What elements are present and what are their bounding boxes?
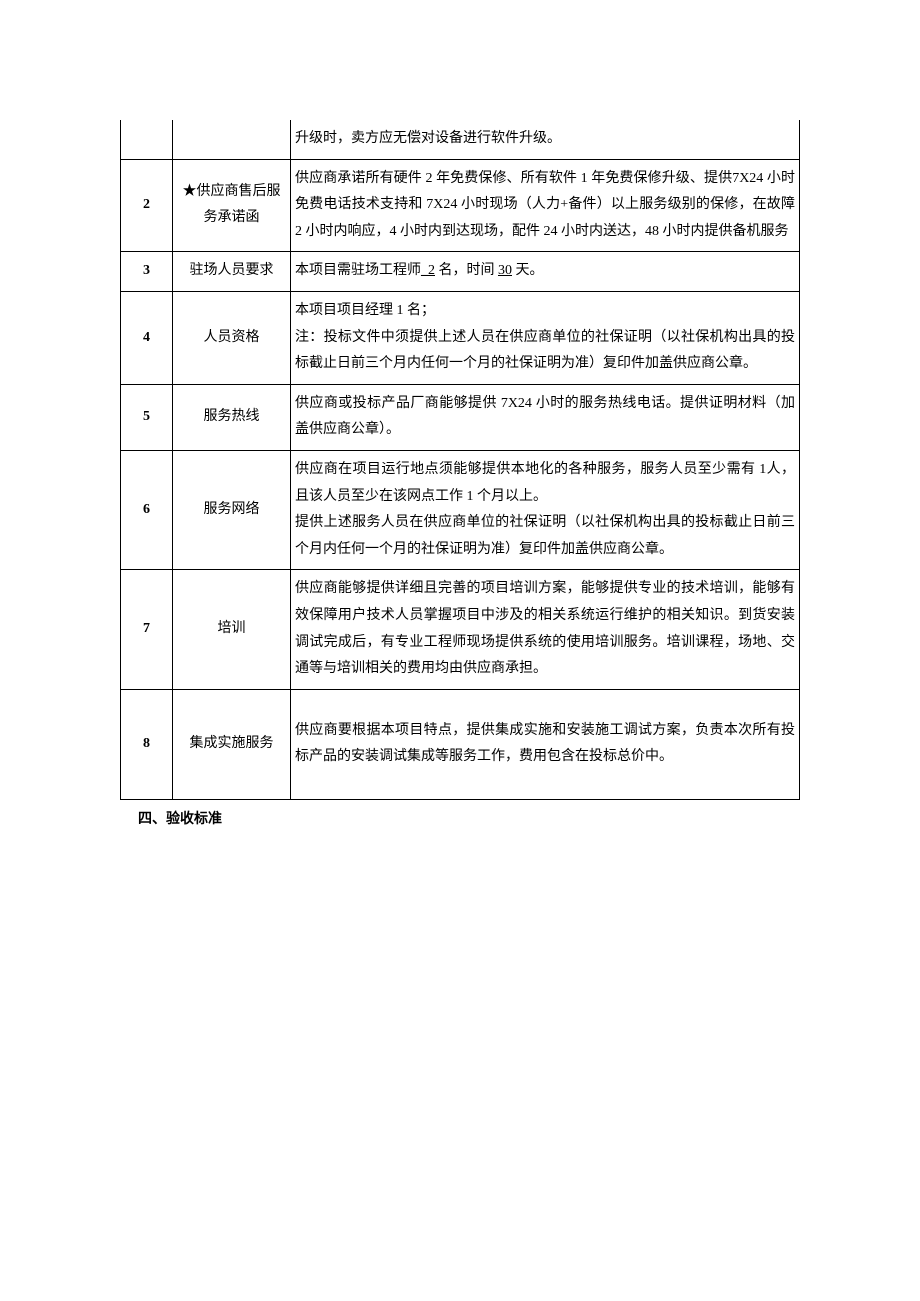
row-label: 服务网络	[173, 450, 291, 569]
table-row: 5 服务热线 供应商或投标产品厂商能够提供 7X24 小时的服务热线电话。提供证…	[121, 384, 800, 450]
row-number: 5	[121, 384, 173, 450]
underlined-value: 30	[498, 263, 512, 278]
row-label: 集成实施服务	[173, 689, 291, 799]
table-row: 8 集成实施服务 供应商要根据本项目特点，提供集成实施和安装施工调试方案，负责本…	[121, 689, 800, 799]
row-description: 本项目需驻场工程师_2 名，时间 30 天。	[291, 252, 800, 292]
row-number: 4	[121, 291, 173, 384]
table-row: 升级时，卖方应无偿对设备进行软件升级。	[121, 120, 800, 159]
desc-text: 天。	[512, 263, 544, 278]
row-number: 3	[121, 252, 173, 292]
row-number: 7	[121, 570, 173, 689]
row-description: 供应商要根据本项目特点，提供集成实施和安装施工调试方案，负责本次所有投标产品的安…	[291, 689, 800, 799]
row-description: 供应商能够提供详细且完善的项目培训方案，能够提供专业的技术培训，能够有效保障用户…	[291, 570, 800, 689]
row-label: ★供应商售后服务承诺函	[173, 159, 291, 252]
row-label: 驻场人员要求	[173, 252, 291, 292]
underlined-value: _2	[421, 263, 435, 278]
row-description: 供应商或投标产品厂商能够提供 7X24 小时的服务热线电话。提供证明材料（加盖供…	[291, 384, 800, 450]
table-row: 3 驻场人员要求 本项目需驻场工程师_2 名，时间 30 天。	[121, 252, 800, 292]
desc-text: 本项目需驻场工程师	[295, 263, 421, 278]
row-number: 8	[121, 689, 173, 799]
row-label: 人员资格	[173, 291, 291, 384]
row-number: 6	[121, 450, 173, 569]
row-description: 升级时，卖方应无偿对设备进行软件升级。	[291, 120, 800, 159]
row-description: 本项目项目经理 1 名；注：投标文件中须提供上述人员在供应商单位的社保证明（以社…	[291, 291, 800, 384]
service-requirements-table: 升级时，卖方应无偿对设备进行软件升级。 2 ★供应商售后服务承诺函 供应商承诺所…	[120, 120, 800, 800]
table-row: 6 服务网络 供应商在项目运行地点须能够提供本地化的各种服务，服务人员至少需有 …	[121, 450, 800, 569]
row-number: 2	[121, 159, 173, 252]
row-label: 培训	[173, 570, 291, 689]
row-number	[121, 120, 173, 159]
row-description: 供应商在项目运行地点须能够提供本地化的各种服务，服务人员至少需有 1人，且该人员…	[291, 450, 800, 569]
table-row: 7 培训 供应商能够提供详细且完善的项目培训方案，能够提供专业的技术培训，能够有…	[121, 570, 800, 689]
row-label: 服务热线	[173, 384, 291, 450]
row-description: 供应商承诺所有硬件 2 年免费保修、所有软件 1 年免费保修升级、提供7X24 …	[291, 159, 800, 252]
table-row: 4 人员资格 本项目项目经理 1 名；注：投标文件中须提供上述人员在供应商单位的…	[121, 291, 800, 384]
desc-text: 名，时间	[435, 263, 498, 278]
section-heading: 四、验收标准	[120, 808, 800, 828]
row-label	[173, 120, 291, 159]
table-row: 2 ★供应商售后服务承诺函 供应商承诺所有硬件 2 年免费保修、所有软件 1 年…	[121, 159, 800, 252]
